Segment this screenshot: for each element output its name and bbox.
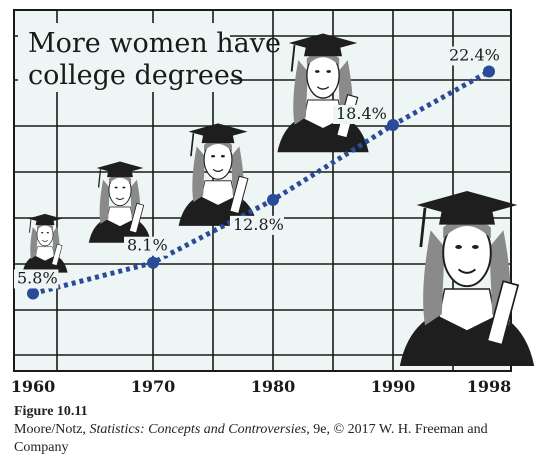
data-point [27,287,39,300]
data-labels: 5.8% 8.1% 12.8% 18.4% 22.4% [14,46,500,289]
data-label: 18.4% [336,104,387,123]
caption-book-title: Statistics: Concepts and Controversies [89,422,307,437]
data-label: 5.8% [17,268,58,287]
caption-rest: , 9e, © 2017 W. H. Freeman and Company [14,422,488,455]
data-point [483,65,495,78]
data-label-background [124,236,169,256]
data-point [267,193,279,206]
data-points [27,65,495,300]
data-label: 22.4% [449,46,500,65]
data-label-background [446,46,500,66]
x-tick-label: 1990 [371,377,416,396]
x-tick-label: 1960 [11,377,56,396]
data-label: 12.8% [233,215,284,234]
chart-title-line-1: More women have [28,28,281,59]
x-tick-label: 1998 [467,377,512,396]
caption-authors: Moore/Notz, [14,422,90,437]
data-label-background [14,269,59,289]
figure-label: Figure 10.11 [14,404,88,419]
title-box [18,23,230,92]
data-point [147,256,159,269]
data-label-background [333,104,387,124]
chart: More women have college degrees 5.8% 8.1%… [11,9,536,396]
data-label-background [230,215,284,235]
x-tick-label: 1970 [131,377,176,396]
x-axis-ticks: 1960 1970 1980 1990 1998 [11,377,512,396]
plot-border [13,9,512,372]
x-tick-label: 1980 [251,377,296,396]
figure-caption: Figure 10.11 Moore/Notz, Statistics: Con… [14,403,544,457]
data-point [387,118,399,131]
chart-title-line-2: college degrees [28,60,244,91]
data-label: 8.1% [127,236,168,255]
